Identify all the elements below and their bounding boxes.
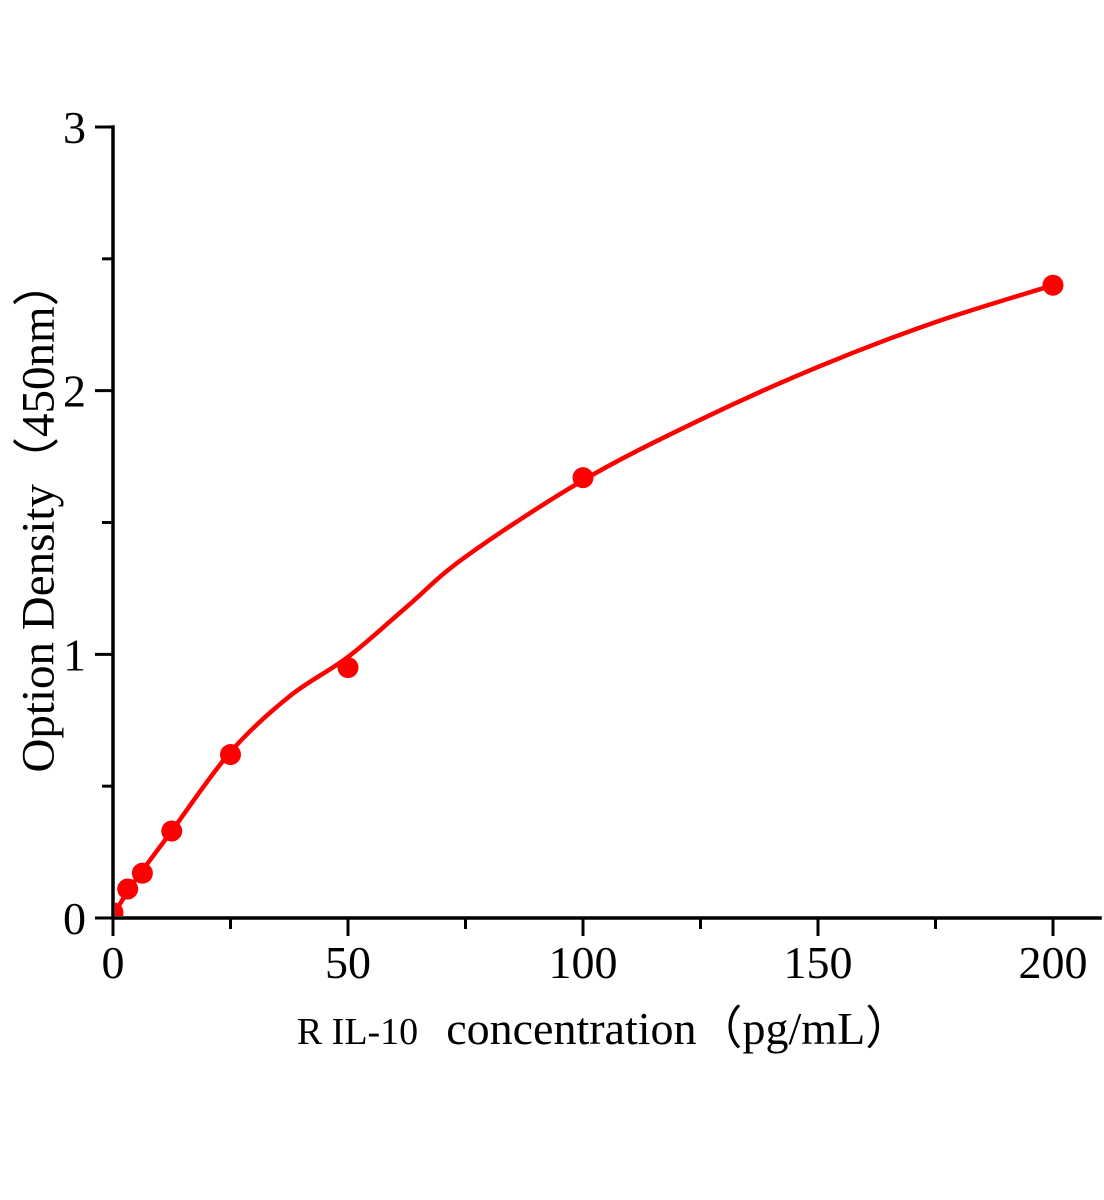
x-tick-label: 0	[102, 937, 125, 988]
x-tick-label: 200	[1019, 937, 1088, 988]
data-point	[115, 902, 124, 916]
x-tick-label: 50	[325, 937, 371, 988]
data-point	[1042, 274, 1064, 296]
y-tick-label: 3	[63, 102, 86, 153]
axis-lines	[111, 125, 1102, 920]
y-tick-label: 1	[63, 629, 86, 680]
x-axis-title: R IL-10 concentration（pg/mL）	[297, 992, 911, 1058]
y-axis-title: Option Density（450nm）	[12, 259, 65, 773]
data-point	[220, 744, 241, 766]
x-axis-title-prefix: R IL-10	[296, 1011, 419, 1053]
data-point	[337, 657, 359, 679]
x-tick-label: 100	[549, 937, 618, 988]
x-tick-label: 150	[784, 937, 853, 988]
x-axis-title-main: concentration（pg/mL）	[446, 1003, 912, 1054]
data-point	[161, 820, 183, 842]
y-tick-label: 0	[63, 893, 86, 944]
fit-curve	[115, 283, 1054, 916]
data-point	[572, 467, 594, 489]
y-tick-label: 2	[63, 366, 86, 417]
data-point	[117, 878, 139, 900]
data-point	[131, 862, 153, 884]
